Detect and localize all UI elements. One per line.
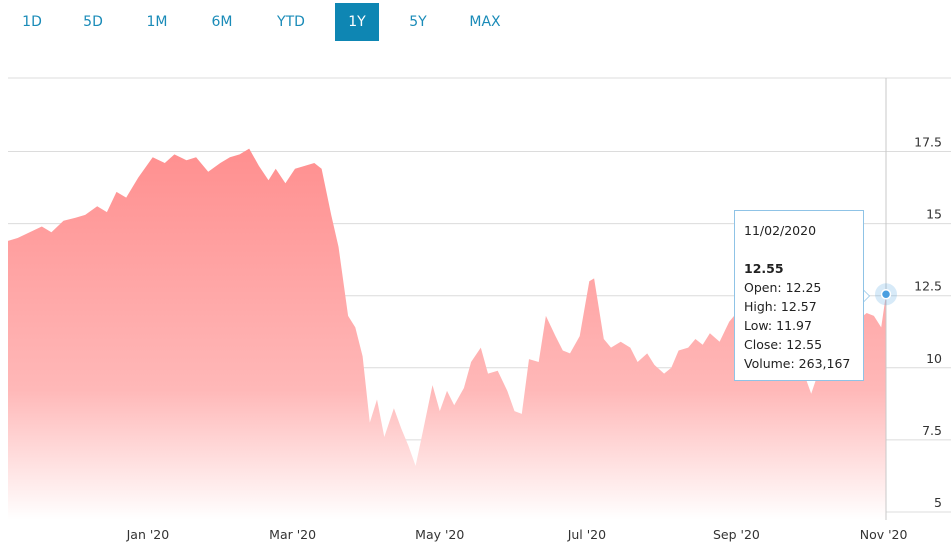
y-tick-label: 10 (926, 351, 942, 366)
y-tick-label: 15 (926, 207, 942, 222)
range-tab-1m[interactable]: 1M (146, 14, 168, 30)
x-axis-ticks: Jan '20 Mar '20 May '20 Jul '20 Sep '20 Nov '… (126, 527, 908, 542)
tooltip-low: Low: 11.97 (744, 318, 812, 333)
range-tab-max[interactable]: MAX (469, 14, 501, 30)
tooltip-price: 12.55 (744, 261, 784, 276)
x-tick-label: Mar '20 (269, 527, 316, 542)
x-tick-label: Jul '20 (567, 527, 606, 542)
tooltip-date: 11/02/2020 (744, 223, 817, 238)
x-tick-label: Sep '20 (713, 527, 760, 542)
tooltip-open: Open: 12.25 (744, 280, 822, 295)
range-tab-1d[interactable]: 1D (22, 14, 42, 30)
tooltip-volume: Volume: 263,167 (744, 356, 851, 371)
hover-marker[interactable] (880, 289, 892, 300)
range-tab-1y[interactable]: 1Y (335, 3, 379, 41)
range-tab-ytd[interactable]: YTD (277, 14, 305, 30)
y-tick-label: 7.5 (922, 423, 942, 438)
tooltip-arrow-inner (862, 289, 869, 303)
y-tick-label: 5 (934, 495, 942, 510)
x-tick-label: Jan '20 (126, 527, 170, 542)
tooltip-high: High: 12.57 (744, 299, 817, 314)
y-tick-label: 12.5 (914, 279, 942, 294)
y-tick-label: 17.5 (914, 135, 942, 150)
range-tab-6m[interactable]: 6M (211, 14, 233, 30)
range-tab-5d[interactable]: 5D (83, 14, 103, 30)
x-tick-label: May '20 (415, 527, 464, 542)
price-area (8, 148, 886, 520)
range-tab-5y[interactable]: 5Y (409, 14, 427, 30)
price-tooltip: 11/02/2020 12.55 Open: 12.25 High: 12.57… (734, 210, 864, 381)
x-tick-label: Nov '20 (860, 527, 908, 542)
y-axis-ticks: 5 7.5 10 12.5 15 17.5 (914, 135, 942, 511)
tooltip-close: Close: 12.55 (744, 337, 823, 352)
